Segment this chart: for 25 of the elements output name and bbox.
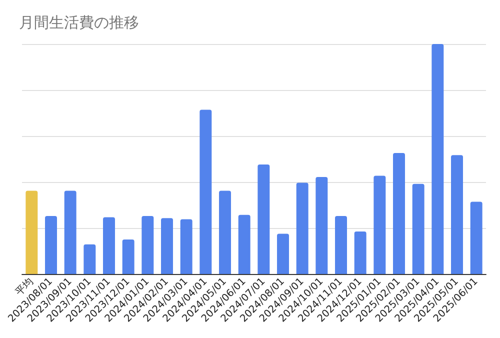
bar xyxy=(142,216,154,274)
bar xyxy=(45,216,57,274)
bar xyxy=(412,184,424,274)
bar xyxy=(238,214,250,274)
bar xyxy=(470,202,482,274)
chart-title: 月間生活費の推移 xyxy=(19,14,139,32)
bar xyxy=(451,155,463,274)
bar xyxy=(335,216,347,274)
bar xyxy=(26,190,38,274)
bar xyxy=(277,234,289,274)
bar xyxy=(180,219,192,274)
bar xyxy=(219,190,231,274)
bar xyxy=(84,244,96,274)
bar xyxy=(64,190,76,274)
bar xyxy=(103,217,115,274)
bar xyxy=(432,44,444,274)
bar xyxy=(354,231,366,274)
bar xyxy=(296,182,308,274)
bar xyxy=(374,176,386,274)
bar xyxy=(200,110,212,274)
bar xyxy=(161,218,173,274)
bar xyxy=(258,164,270,274)
bar xyxy=(122,240,134,274)
bar xyxy=(316,176,328,274)
bar xyxy=(393,153,405,274)
